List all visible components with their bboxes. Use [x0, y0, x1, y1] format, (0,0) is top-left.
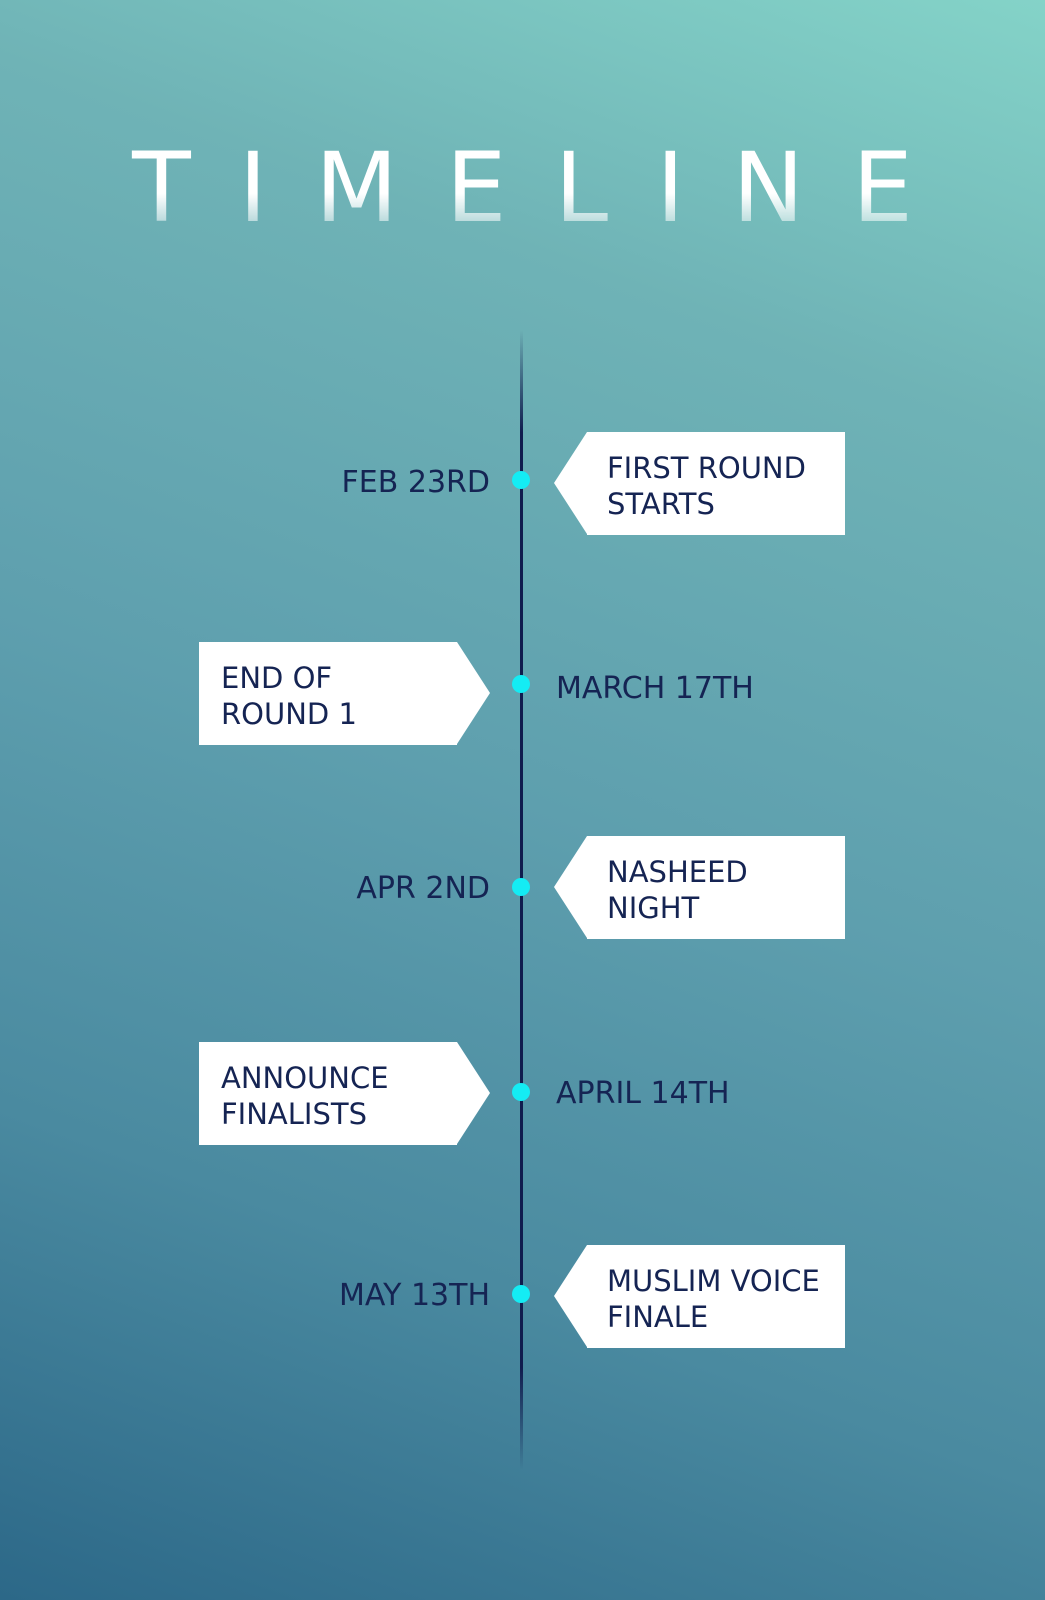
event-label-line: FIRST ROUND [607, 451, 806, 485]
event-date: FEB 23RD [341, 465, 490, 500]
event-label-line: MUSLIM VOICE [607, 1264, 820, 1298]
event-card: MUSLIM VOICE FINALE [554, 1245, 845, 1348]
event-card: END OF ROUND 1 [199, 642, 490, 745]
event-label-line: NASHEED [607, 855, 748, 889]
event-card: FIRST ROUND STARTS [554, 432, 845, 535]
event-date: APR 2ND [356, 871, 490, 906]
event-label-line: ANNOUNCE [221, 1061, 389, 1095]
timeline-node [512, 1285, 530, 1303]
timeline-node [512, 878, 530, 896]
timeline-node [512, 675, 530, 693]
event-label-line: FINALISTS [221, 1097, 368, 1131]
page-title: TIMELINE [0, 132, 1045, 244]
event-label-line: NIGHT [607, 891, 700, 925]
event-date: MAY 13TH [339, 1278, 490, 1313]
event-label-line: END OF [221, 661, 333, 695]
timeline-node [512, 471, 530, 489]
event-card: NASHEED NIGHT [554, 836, 845, 939]
event-date: APRIL 14TH [556, 1076, 730, 1111]
event-label-line: FINALE [607, 1300, 709, 1334]
event-label-line: STARTS [607, 487, 715, 521]
event-date: MARCH 17TH [556, 671, 754, 706]
event-label-line: ROUND 1 [221, 697, 357, 731]
timeline-node [512, 1083, 530, 1101]
timeline-axis [520, 330, 523, 1470]
event-card: ANNOUNCE FINALISTS [199, 1042, 490, 1145]
